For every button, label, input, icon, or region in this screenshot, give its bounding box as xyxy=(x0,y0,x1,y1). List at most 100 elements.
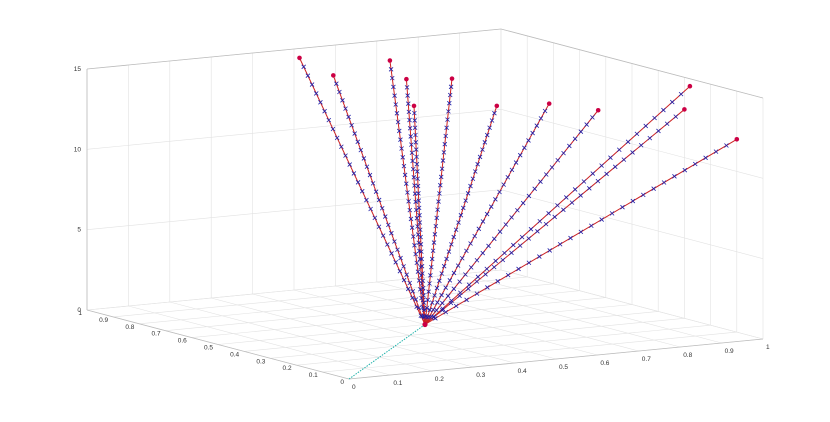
ray-marker xyxy=(395,247,400,253)
side-wall-grid-line-z xyxy=(500,109,764,179)
ray-marker xyxy=(466,282,472,288)
ray-marker xyxy=(446,109,451,114)
ray-marker xyxy=(673,114,679,119)
ray-marker xyxy=(395,119,401,125)
y-tick-label: 0.6 xyxy=(178,338,187,345)
ray-marker xyxy=(413,297,419,302)
ray-marker xyxy=(543,172,549,177)
ray-endpoint xyxy=(331,73,336,78)
y-tick-label: 0 xyxy=(340,379,344,386)
ray-marker xyxy=(447,92,453,98)
ray-marker xyxy=(647,135,653,141)
ray-marker xyxy=(440,158,446,163)
ray-marker xyxy=(522,145,527,151)
ray-marker xyxy=(411,175,417,180)
z-tick-label: 10 xyxy=(74,146,82,153)
top-back-edge xyxy=(86,28,502,70)
ray-marker xyxy=(370,181,376,186)
ray-marker xyxy=(404,85,410,90)
ray-marker xyxy=(413,140,419,145)
ray-marker xyxy=(463,272,468,277)
ray-marker xyxy=(491,264,497,270)
ray-marker xyxy=(651,186,656,191)
ray-marker xyxy=(396,128,402,134)
ray-marker xyxy=(429,264,434,270)
x-tick-label: 0.8 xyxy=(683,352,692,359)
ray-marker xyxy=(634,131,640,137)
ray-marker xyxy=(515,207,520,213)
top-side-edge xyxy=(500,28,764,99)
ray-marker xyxy=(405,101,411,106)
ray-marker xyxy=(412,183,417,188)
ray-marker xyxy=(517,243,523,248)
ray-marker xyxy=(491,236,497,242)
ray-marker xyxy=(599,163,604,168)
ray-marker xyxy=(413,132,418,138)
ray-marker xyxy=(413,147,419,152)
back-wall-grid-line-z xyxy=(86,109,502,150)
ray-marker xyxy=(484,211,490,217)
ray-marker xyxy=(398,255,403,261)
ray-endpoint xyxy=(449,76,455,81)
ray-marker xyxy=(464,297,469,303)
ray-marker xyxy=(405,93,410,98)
ray-marker xyxy=(538,179,543,184)
ray-marker xyxy=(520,200,526,206)
ray-marker xyxy=(436,199,441,204)
ray-marker xyxy=(407,117,412,123)
ray-marker xyxy=(440,306,445,311)
ray-marker xyxy=(503,222,509,227)
ray-marker xyxy=(419,263,425,269)
ray-marker xyxy=(412,110,417,116)
ray-marker xyxy=(421,293,426,298)
ray-marker xyxy=(643,123,649,129)
ray-marker xyxy=(347,162,352,167)
ray-marker xyxy=(572,136,578,142)
ray-marker xyxy=(355,180,361,185)
y-tick-label: 0.5 xyxy=(204,345,213,352)
ray-marker xyxy=(547,248,553,253)
ray-marker xyxy=(664,121,670,127)
ray-marker xyxy=(578,229,584,235)
ray-marker xyxy=(408,216,414,222)
ray-marker xyxy=(517,152,523,158)
ray-marker xyxy=(457,279,462,284)
x-tick-label: 0.9 xyxy=(725,348,734,355)
ray-marker xyxy=(337,89,342,95)
ray-marker xyxy=(410,166,416,172)
x-tick-label: 0.7 xyxy=(642,356,651,363)
ray-endpoint xyxy=(687,83,693,89)
ray-marker xyxy=(692,161,698,167)
ray-marker xyxy=(464,248,469,254)
ray-marker xyxy=(326,117,332,123)
ray-marker xyxy=(468,241,473,246)
ray-marker xyxy=(351,171,357,176)
ray-marker xyxy=(482,140,488,145)
ray-marker xyxy=(459,255,465,261)
ray-marker xyxy=(435,300,440,305)
ray-marker xyxy=(438,174,444,180)
ray-marker xyxy=(414,161,420,167)
ray-marker xyxy=(386,222,391,228)
ray-marker xyxy=(441,263,447,269)
ray-marker xyxy=(468,265,474,270)
ray-marker xyxy=(368,206,373,212)
x-tick-label: 1 xyxy=(766,344,770,351)
ray-marker xyxy=(443,309,449,315)
ray-marker xyxy=(483,272,488,277)
x-tick-label: 0 xyxy=(352,384,356,391)
ray-endpoint xyxy=(595,107,601,113)
ray-marker xyxy=(409,142,414,147)
ray-marker xyxy=(569,200,575,205)
ray-marker xyxy=(590,171,596,176)
ray-marker xyxy=(426,289,431,294)
ray-marker xyxy=(509,167,515,173)
ray-marker xyxy=(534,123,540,129)
ray-marker xyxy=(526,236,532,241)
ray-marker xyxy=(621,157,627,162)
ray-marker xyxy=(415,183,421,189)
side-wall-grid-line-z xyxy=(500,269,764,340)
ray-marker xyxy=(305,73,311,78)
ray-marker xyxy=(434,307,439,313)
ray-marker xyxy=(455,263,461,268)
